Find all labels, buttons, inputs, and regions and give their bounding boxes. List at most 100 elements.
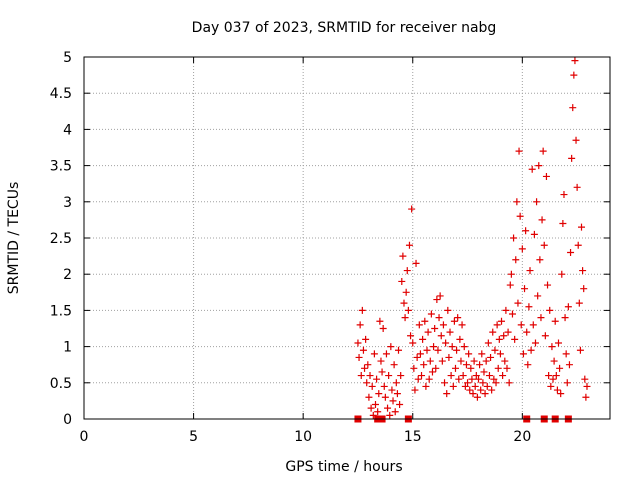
y-tick-label: 3 [63,195,72,211]
data-point [533,198,541,206]
data-point [437,332,445,340]
data-point [481,390,489,398]
y-axis-label: SRMTID / TECUs [6,182,22,295]
data-point [472,372,480,380]
y-tick-label: 2 [63,267,72,283]
data-point [416,350,424,358]
data-point [540,241,548,249]
data-point [538,216,546,224]
data-point [354,339,362,347]
data-point [511,335,519,343]
data-point [381,393,389,401]
data-point [507,270,515,278]
data-point [431,325,439,332]
data-point [558,270,566,278]
data-point [531,339,539,347]
data-point [408,205,416,213]
data-point [455,375,463,383]
data-point [541,332,549,340]
data-point [528,165,536,173]
data-point [371,401,379,409]
data-point [556,364,564,372]
data-point [402,288,410,296]
data-point [583,382,591,390]
data-point [413,353,421,361]
data-point [421,317,429,325]
data-point [498,317,506,325]
data-point [514,299,522,307]
data-point [448,343,456,351]
data-point [492,379,500,387]
x-tick-label: 0 [80,429,89,445]
data-point [473,393,481,401]
data-point [512,256,520,264]
data-point [523,328,531,336]
data-point [368,382,376,390]
data-point [539,147,547,155]
data-point [580,285,588,293]
data-point [432,364,440,372]
data-point [461,382,469,390]
data-point [419,335,427,343]
data-point [544,281,552,289]
data-point [578,223,586,231]
data-point [576,346,584,354]
data-point [527,346,535,354]
data-point [561,314,569,322]
data-point [530,230,538,238]
data-point [493,321,501,329]
data-point [396,401,404,409]
data-point [501,357,509,365]
data-point [478,350,486,358]
data-point [549,375,557,383]
data-point [559,220,567,228]
data-point [436,292,444,300]
data-point [397,372,405,380]
data-point [427,310,435,318]
data-point [462,361,470,369]
data-point [557,390,565,398]
data-point [425,375,433,383]
data-point [534,292,542,300]
data-point [428,368,436,376]
data-point [375,390,383,398]
data-point [526,267,534,275]
data-point [529,321,537,329]
data-point [363,379,371,387]
data-point [542,172,550,180]
chart-title: Day 037 of 2023, SRMTID for receiver nab… [192,20,497,36]
data-point [468,375,476,383]
data-point [426,357,434,365]
data-point [450,317,458,325]
data-point [506,281,514,289]
data-point [573,183,581,191]
data-point [483,382,491,390]
data-point [374,408,382,416]
data-point [525,303,533,311]
data-point [367,404,375,412]
data-point [358,306,366,314]
data-point [510,234,518,242]
data-point [466,386,474,394]
data-point [516,212,524,220]
data-point [495,335,503,343]
data-point [388,386,396,394]
data-point [567,248,575,256]
data-point [464,379,472,387]
data-point [581,375,589,383]
data-point [522,227,530,235]
data-point [480,368,488,376]
data-point [562,350,570,358]
data-point [415,321,423,329]
data-point [410,364,418,372]
data-point [403,267,411,275]
data-point [502,306,510,314]
data-point [369,411,377,419]
data-point [572,136,580,144]
data-point [370,350,378,358]
data-point [467,364,475,372]
data-point [449,382,457,390]
data-point [357,372,365,380]
data-point [524,361,532,369]
